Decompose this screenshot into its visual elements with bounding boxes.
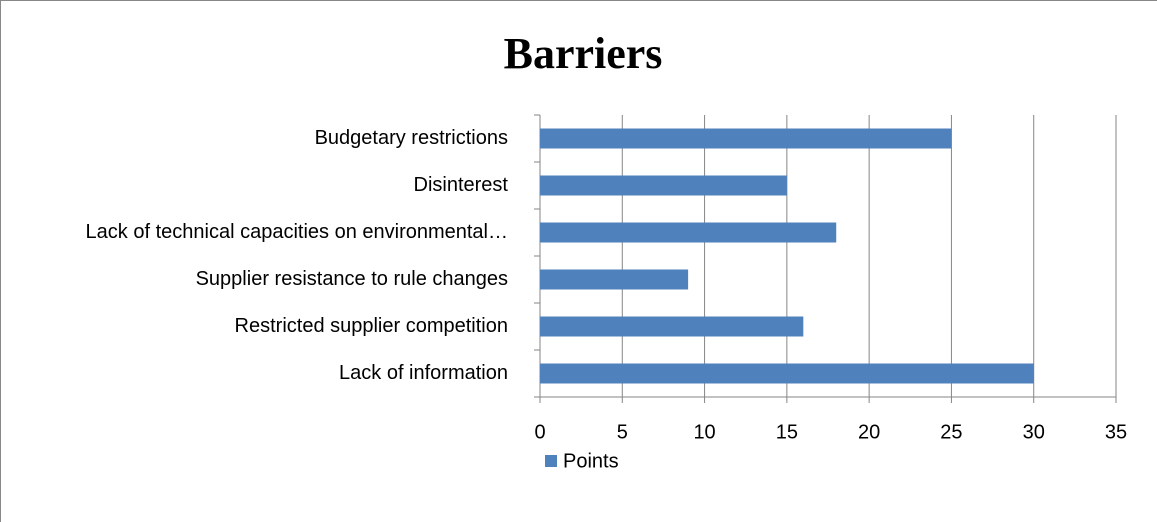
x-tick-label: 15 [776,421,798,443]
y-tick-label: Supplier resistance to rule changes [196,268,508,290]
x-tick-label: 5 [617,421,628,443]
x-tick-label: 35 [1105,421,1127,443]
y-tick-label: Disinterest [414,174,509,196]
y-tick-label: Lack of information [339,362,508,384]
y-tick-label: Restricted supplier competition [235,315,508,337]
x-tick-label: 20 [858,421,880,443]
x-tick-label: 10 [693,421,715,443]
legend-label: Points [563,450,619,472]
chart-title: Barriers [504,29,663,78]
bar [540,175,787,196]
bar [540,222,837,243]
bar [540,316,804,337]
y-tick-label: Lack of technical capacities on environm… [86,221,508,243]
bar [540,128,952,149]
y-tick-label: Budgetary restrictions [315,127,508,149]
x-tick-label: 25 [940,421,962,443]
x-tick-label: 30 [1023,421,1045,443]
bar [540,269,689,290]
bar [540,363,1034,384]
x-tick-label: 0 [534,421,545,443]
legend-swatch [545,455,557,467]
